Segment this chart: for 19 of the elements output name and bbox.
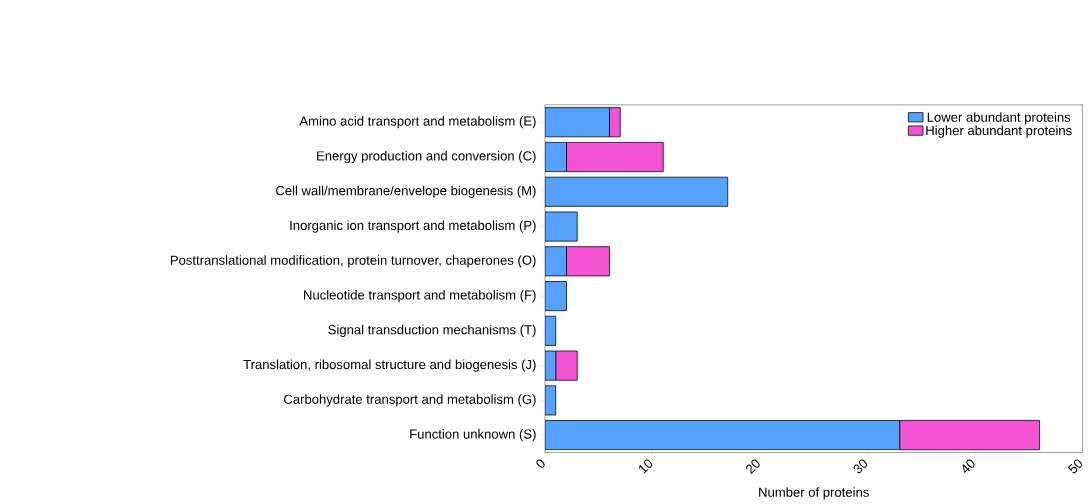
y-tick-label: Amino acid transport and metabolism (E) — [299, 116, 536, 129]
x-tick-label: 50 — [1067, 459, 1083, 474]
y-tick-label: Posttranslational modification, protein turnover, chaperones (O) — [170, 255, 536, 268]
x-tick-label: 30 — [853, 459, 868, 474]
y-tick-label: Nucleotide transport and metabolism (F) — [304, 290, 536, 303]
legend-label: Lower abundant proteins — [927, 112, 1071, 125]
y-tick-label: Cell wall/membrane/envelope biogenesis (M) — [276, 185, 536, 198]
y-tick-label: Energy production and conversion (C) — [317, 151, 536, 164]
x-tick-label: 20 — [746, 459, 760, 475]
x-tick-label: 0 — [536, 459, 545, 468]
x-tick-label: 40 — [962, 459, 975, 474]
y-tick-label: Carbohydrate transport and metabolism (G) — [284, 394, 536, 407]
x-axis-title: Number of proteins — [759, 487, 869, 500]
y-tick-label: Inorganic ion transport and metabolism (P) — [290, 220, 536, 233]
x-tick-label: 10 — [639, 459, 653, 474]
legend-label: Higher abundant proteins — [926, 125, 1072, 138]
y-tick-label: Function unknown (S) — [410, 429, 536, 442]
y-tick-label: Signal transduction mechanisms (T) — [328, 324, 536, 338]
y-tick-label: Translation, ribosomal structure and biogenesis (J) — [243, 359, 536, 372]
